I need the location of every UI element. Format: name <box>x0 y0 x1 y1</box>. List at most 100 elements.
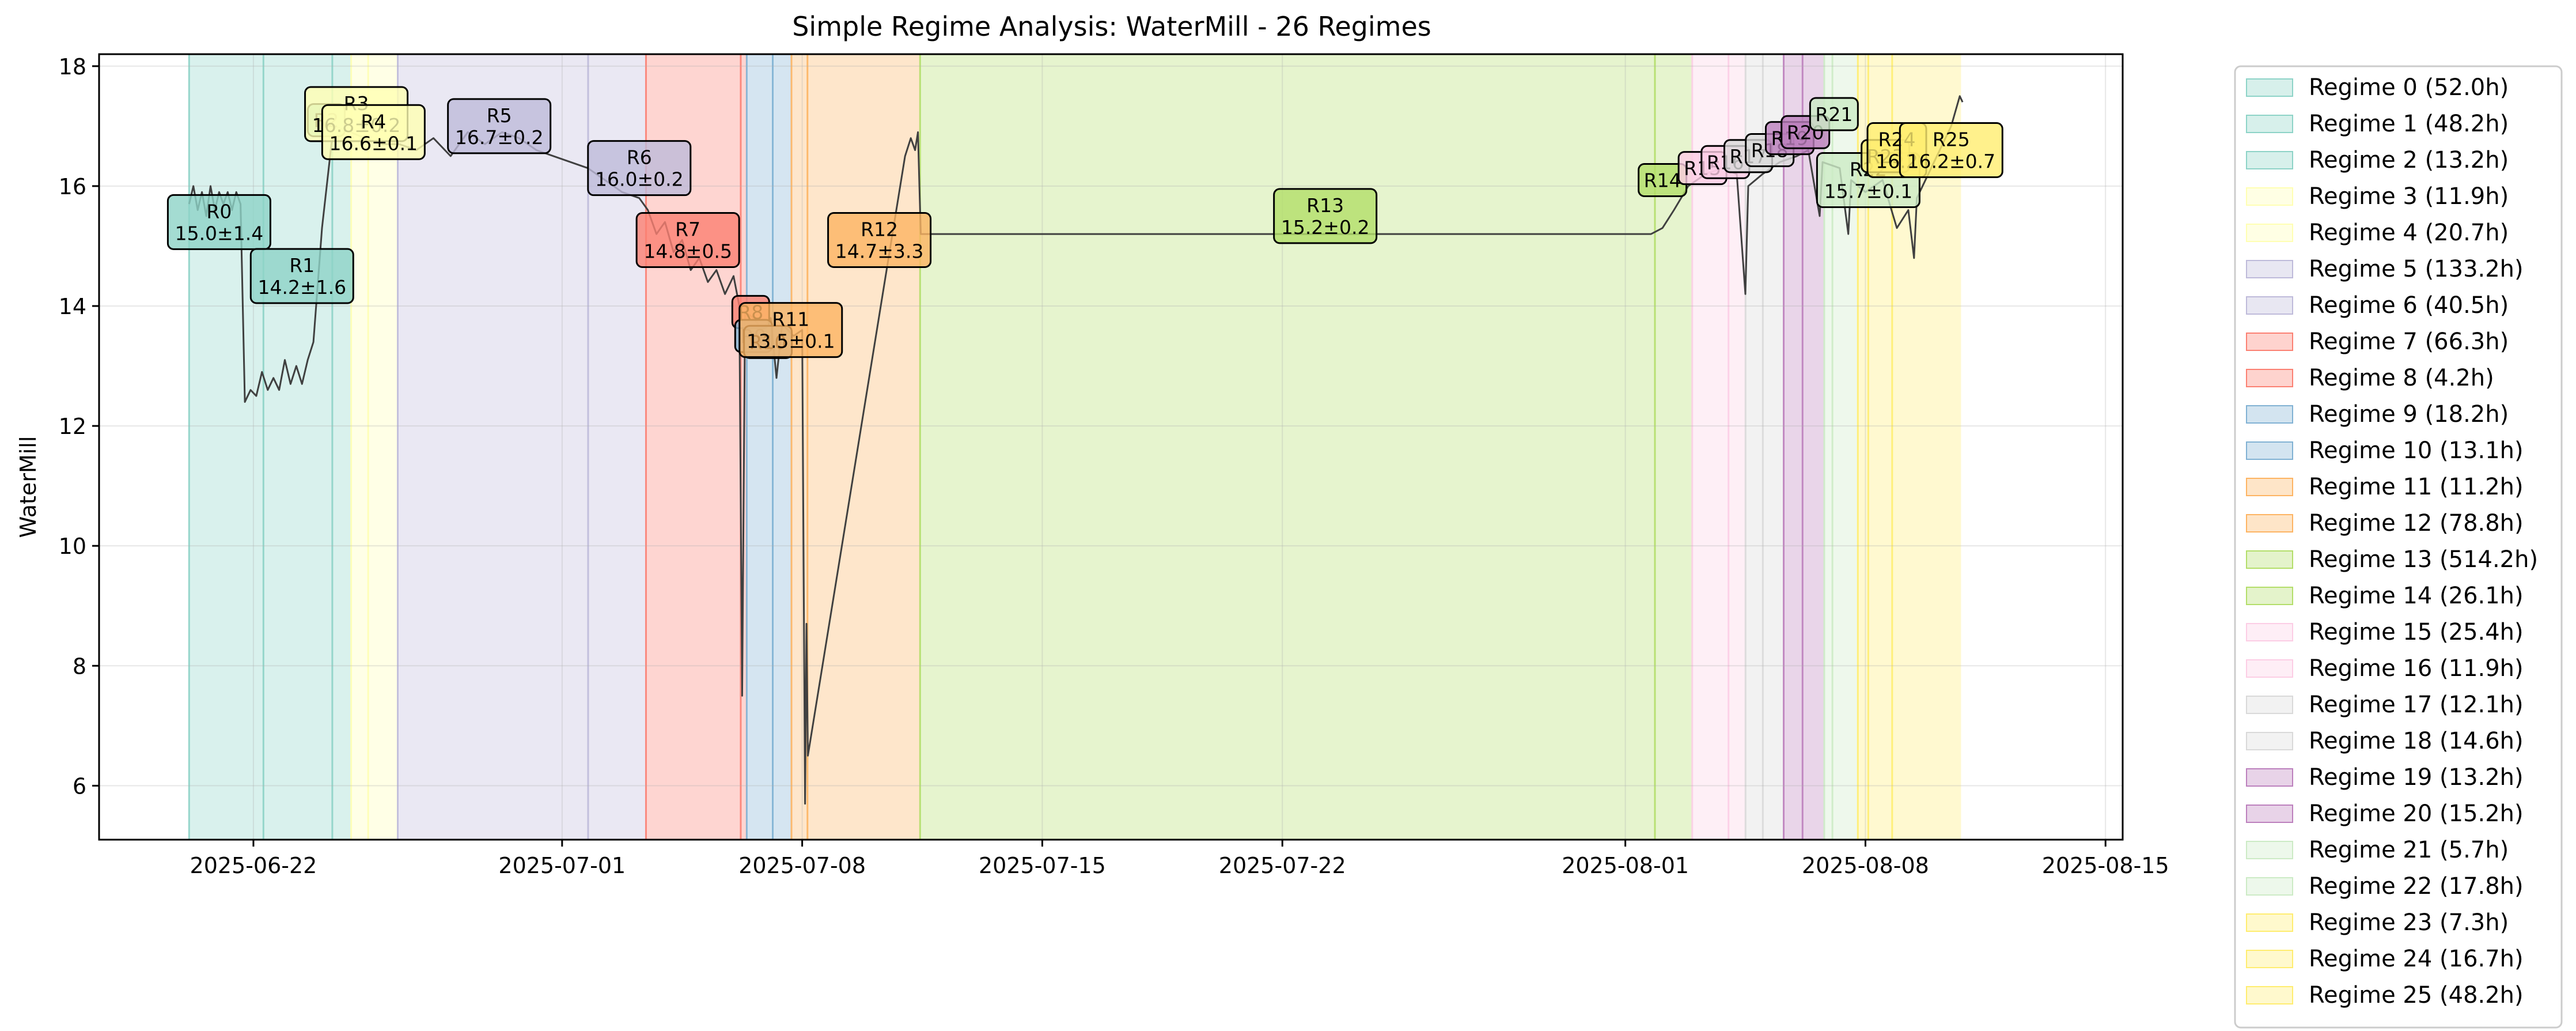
legend-label-16: Regime 16 (11.9h) <box>2309 655 2524 682</box>
regime-band-18 <box>1763 54 1784 840</box>
legend-label-24: Regime 24 (16.7h) <box>2309 946 2524 972</box>
regime-label-id: R14 <box>1644 169 1681 191</box>
regime-band-1 <box>263 54 332 840</box>
regime-band-5 <box>397 54 588 840</box>
legend-swatch-2 <box>2246 151 2293 169</box>
legend-swatch-11 <box>2246 478 2293 496</box>
regime-label-id: R11 <box>772 308 809 331</box>
x-tick-label-2: 2025-07-08 <box>738 853 866 878</box>
legend-label-7: Regime 7 (66.3h) <box>2309 328 2509 355</box>
regime-label-stats: 14.8±0.5 <box>643 240 732 263</box>
regime-label-id: R6 <box>627 146 652 169</box>
legend-label-4: Regime 4 (20.7h) <box>2309 220 2509 246</box>
legend-label-9: Regime 9 (18.2h) <box>2309 401 2509 428</box>
regime-label-stats: 13.5±0.1 <box>747 330 835 353</box>
legend-swatch-0 <box>2246 78 2293 97</box>
legend-swatch-16 <box>2246 659 2293 678</box>
x-tick-label-6: 2025-08-08 <box>1802 853 1929 878</box>
y-axis-label: WaterMill <box>16 436 41 538</box>
regime-label-stats: 16.2±0.7 <box>1907 150 1995 172</box>
regime-label-id: R12 <box>861 218 898 241</box>
regime-label-21: R21 <box>1809 97 1859 131</box>
regime-label-box <box>321 104 426 160</box>
regime-label-box <box>587 140 692 197</box>
legend-swatch-6 <box>2246 296 2293 315</box>
legend-swatch-9 <box>2246 405 2293 424</box>
legend-swatch-15 <box>2246 623 2293 641</box>
legend-swatch-5 <box>2246 260 2293 278</box>
regime-label-stats: 14.2±1.6 <box>257 276 346 299</box>
x-tick-label-7: 2025-08-15 <box>2042 853 2169 878</box>
regime-label-stats: 16.6±0.1 <box>329 132 418 154</box>
legend-label-5: Regime 5 (133.2h) <box>2309 256 2524 282</box>
regime-label-stats: 14.7±3.3 <box>835 240 924 263</box>
legend-label-11: Regime 11 (11.2h) <box>2309 474 2524 500</box>
regime-label-box <box>447 98 552 154</box>
regime-band-23 <box>1858 54 1869 840</box>
plot-frame <box>98 53 2124 841</box>
regime-label-box <box>738 302 843 358</box>
legend-label-12: Regime 12 (78.8h) <box>2309 510 2524 537</box>
legend-label-2: Regime 2 (13.2h) <box>2309 147 2509 173</box>
y-tick-label-2: 10 <box>59 534 86 559</box>
y-tick-label-5: 16 <box>59 174 86 199</box>
regime-label-14: R14 <box>1638 163 1688 197</box>
legend-swatch-23 <box>2246 913 2293 932</box>
legend-swatch-3 <box>2246 187 2293 206</box>
regime-band-2 <box>332 54 351 840</box>
legend-label-23: Regime 23 (7.3h) <box>2309 909 2509 936</box>
regime-label-box <box>827 212 932 269</box>
legend-swatch-12 <box>2246 514 2293 533</box>
axes: 6 8 10 12 14 16 18 2025-06-22 2025-07-01 2025-07-… <box>59 54 2169 878</box>
legend-swatch-25 <box>2246 986 2293 1004</box>
legend-label-13: Regime 13 (514.2h) <box>2309 546 2538 573</box>
regime-band-4 <box>368 54 398 840</box>
grid-lines <box>99 54 2123 840</box>
chart-title: Simple Regime Analysis: WaterMill - 26 R… <box>792 11 1431 42</box>
regime-label-id: R4 <box>361 110 386 133</box>
regime-label-id: R21 <box>1815 103 1853 126</box>
legend-label-25: Regime 25 (48.2h) <box>2309 982 2524 1009</box>
regime-label-stats: 15.7±0.1 <box>1824 180 1913 202</box>
regime-label-box <box>249 248 354 304</box>
regime-label-id: R0 <box>206 200 232 222</box>
x-tick-label-5: 2025-08-01 <box>1562 853 1689 878</box>
regime-labels: R015.0±1.4R114.2±1.6R2R316.8±0.2R416.6±0… <box>166 86 2003 359</box>
legend: Regime 0 (52.0h) Regime 1 (48.2h) Regime 2… <box>2234 65 2563 1029</box>
legend-label-18: Regime 18 (14.6h) <box>2309 728 2524 754</box>
legend-label-22: Regime 22 (17.8h) <box>2309 873 2524 900</box>
legend-label-19: Regime 19 (13.2h) <box>2309 764 2524 791</box>
legend-label-10: Regime 10 (13.1h) <box>2309 437 2524 464</box>
legend-label-6: Regime 6 (40.5h) <box>2309 292 2509 319</box>
legend-swatch-21 <box>2246 841 2293 859</box>
regime-label-id: R7 <box>675 218 700 241</box>
x-tick-label-3: 2025-07-15 <box>979 853 1106 878</box>
legend-swatch-18 <box>2246 732 2293 750</box>
legend-label-14: Regime 14 (26.1h) <box>2309 583 2524 609</box>
regime-band-0 <box>189 54 264 840</box>
legend-swatch-24 <box>2246 950 2293 968</box>
legend-swatch-4 <box>2246 224 2293 242</box>
regime-band-13 <box>920 54 1655 840</box>
regime-band-3 <box>351 54 369 840</box>
regime-label-box <box>1899 122 2003 178</box>
regime-band-21 <box>1824 54 1833 840</box>
legend-label-3: Regime 3 (11.9h) <box>2309 183 2509 210</box>
legend-label-15: Regime 15 (25.4h) <box>2309 619 2524 645</box>
legend-label-17: Regime 17 (12.1h) <box>2309 692 2524 718</box>
legend-label-20: Regime 20 (15.2h) <box>2309 800 2524 827</box>
regime-label-id: R25 <box>1933 128 1970 150</box>
legend-label-1: Regime 1 (48.2h) <box>2309 111 2509 137</box>
legend-swatch-22 <box>2246 877 2293 896</box>
legend-swatch-1 <box>2246 115 2293 133</box>
regime-label-id: R1 <box>289 254 315 277</box>
regime-label-box <box>166 194 271 250</box>
